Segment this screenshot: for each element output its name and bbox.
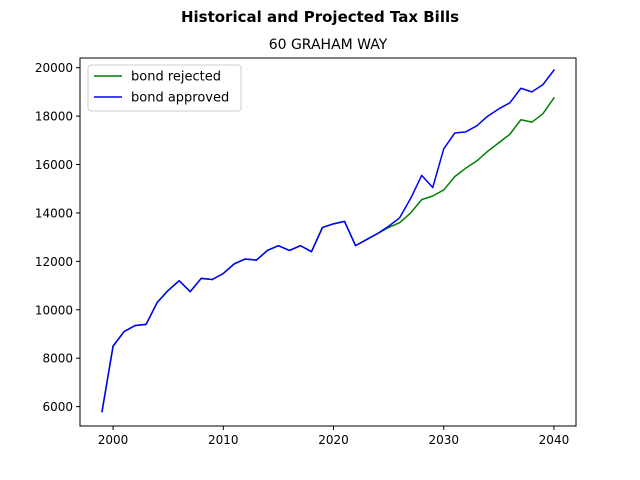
legend: bond rejected bond approved <box>87 64 242 112</box>
series-layer <box>101 69 556 413</box>
legend-frame <box>87 64 242 112</box>
y-tick-label: 8000 <box>42 352 73 366</box>
figure-suptitle: Historical and Projected Tax Bills <box>181 8 459 26</box>
y-tick-label: 12000 <box>35 255 73 269</box>
y-tick-label: 20000 <box>35 61 73 75</box>
legend-label-bond-approved: bond approved <box>131 91 229 106</box>
y-axis: 6000 8000 10000 12000 14000 16000 18000 20000 <box>35 61 80 414</box>
y-tick-label: 14000 <box>35 206 73 220</box>
series-line-bond-rejected <box>101 96 556 413</box>
x-tick-label: 2010 <box>208 433 239 447</box>
x-tick-label: 2000 <box>98 433 129 447</box>
plot-frame <box>79 57 577 427</box>
y-tick-label: 16000 <box>35 158 73 172</box>
series-line-bond-approved <box>101 69 556 413</box>
chart-title: 60 GRAHAM WAY <box>269 37 388 53</box>
y-tick-label: 6000 <box>42 400 73 414</box>
y-tick-label: 18000 <box>35 110 73 124</box>
x-tick-label: 2040 <box>539 433 570 447</box>
y-tick-label: 10000 <box>35 303 73 317</box>
x-tick-label: 2020 <box>318 433 349 447</box>
x-tick-label: 2030 <box>428 433 459 447</box>
legend-label-bond-rejected: bond rejected <box>131 70 221 85</box>
x-axis: 2000 2010 2020 2030 2040 <box>98 426 569 447</box>
